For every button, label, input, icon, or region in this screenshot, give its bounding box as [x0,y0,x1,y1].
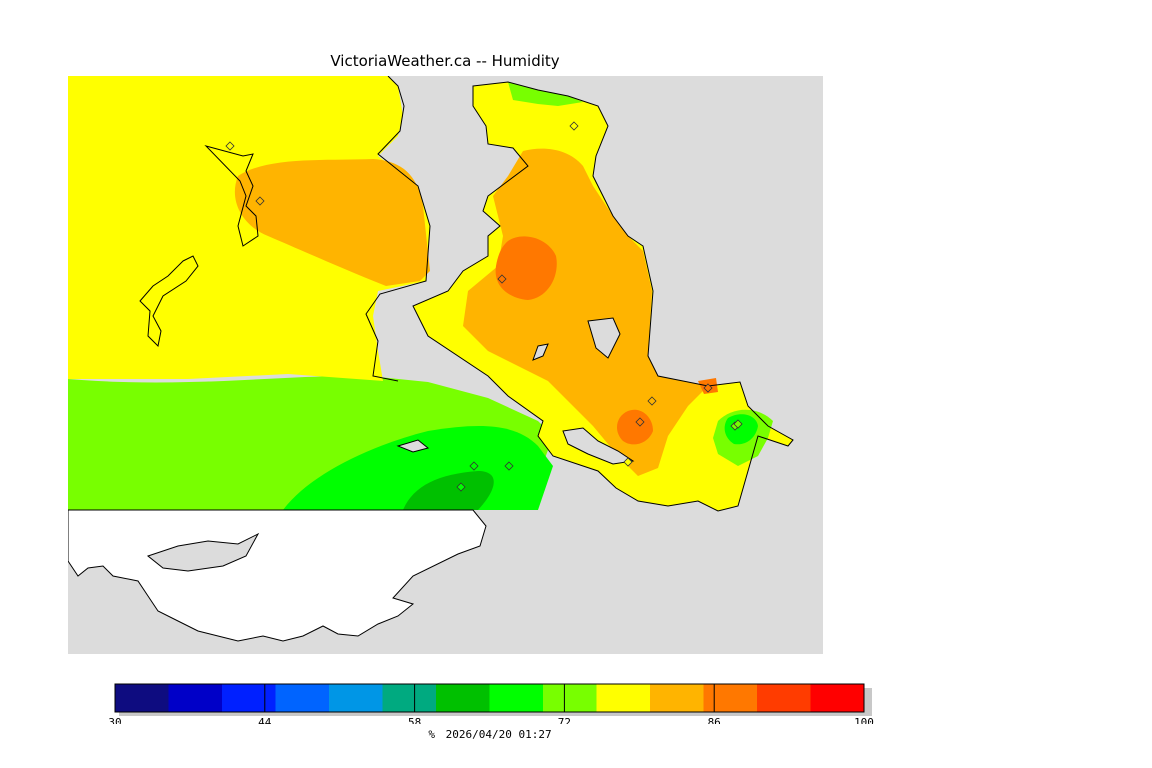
timestamp: 2026/04/20 01:27 [445,728,552,741]
legend-tick-label: 72 [558,716,571,724]
station-marker [469,461,479,471]
small-lake-outline [532,343,549,361]
station-marker [569,121,579,131]
legend-swatch [436,684,490,712]
legend-swatch [222,684,276,712]
peninsula-orange [463,148,708,476]
peninsula-darkorange-south [616,409,653,445]
inland-lake-outline [139,255,199,348]
footer-caption: % 2026/04/20 01:27 [0,728,980,741]
lake-outline [204,145,259,247]
legend-swatch [168,684,223,712]
west-land-green2-zone [403,471,494,510]
legend-swatch [275,684,330,712]
humidity-map [68,76,823,654]
station-markers [225,121,743,492]
station-marker [635,417,645,427]
legend-tick-label: 86 [708,716,721,724]
legend-swatch [543,684,597,712]
legend-swatch [329,684,383,712]
legend-swatch [703,684,758,712]
legend-swatch [489,684,544,712]
station-marker [703,383,713,393]
east-coast-outline [412,81,794,512]
peninsula-north-green [508,82,583,106]
legend-tick-label: 30 [108,716,121,724]
east-landmass [412,81,794,512]
oak-bay-darkgreen [724,414,758,445]
harbour-outline [562,427,635,465]
west-landmass [68,76,553,510]
station-marker [504,461,514,471]
south-bay-outline [146,532,260,572]
legend-swatch [596,684,651,712]
station-marker [733,419,743,429]
color-legend: 30 44 58 72 86 100 [108,683,874,724]
legend-swatch [757,684,811,712]
south-land-white [68,509,487,642]
peninsula-darkorange-north [495,236,557,300]
inlet-outline [587,317,621,359]
legend-swatch [115,684,169,712]
legend-tick-label: 44 [258,716,272,724]
legend-swatch [382,684,437,712]
west-land-orange-zone [234,159,430,286]
legend-swatch [810,684,865,712]
station-marker [255,196,265,206]
unit-label: % [428,728,436,741]
west-coast-outline [365,76,431,382]
station-marker [456,482,466,492]
station-marker [497,274,507,284]
station-marker [225,141,235,151]
station-marker [623,457,633,467]
south-landmass [68,509,487,642]
station-marker [647,396,657,406]
island-outline [396,439,430,453]
legend-swatch [650,684,704,712]
legend-tick-label: 100 [854,716,874,724]
map-title: VictoriaWeather.ca -- Humidity [330,52,560,70]
legend-tick-label: 58 [408,716,421,724]
